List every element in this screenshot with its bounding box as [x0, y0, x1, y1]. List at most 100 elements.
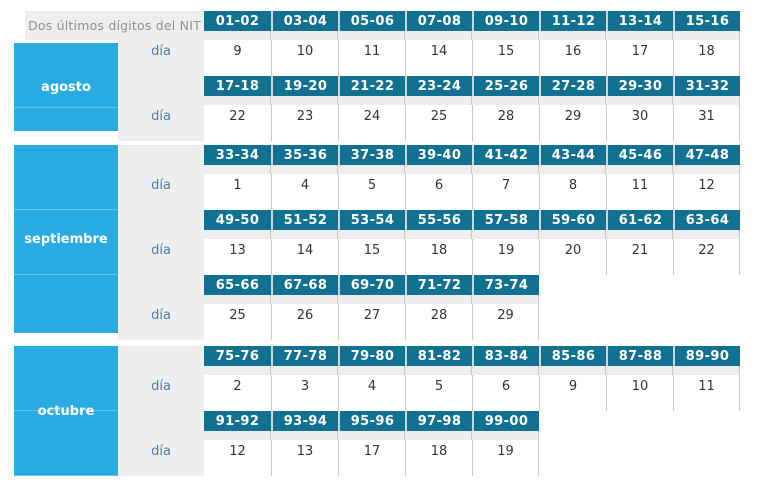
- day-value-cell: 19: [472, 440, 539, 476]
- nit-range-cell: 69-70: [338, 275, 405, 295]
- day-row-label: día: [151, 44, 171, 59]
- nit-range-cell: 57-58: [472, 210, 539, 230]
- row-divider: [204, 31, 740, 40]
- month-label: octubre: [37, 403, 95, 419]
- day-value-cell: 25: [405, 105, 472, 141]
- nit-range-cell: 05-06: [338, 11, 405, 31]
- day-value-cell: 3: [271, 375, 338, 411]
- day-row-label: día: [151, 308, 171, 323]
- day-value-cell: 15: [472, 40, 539, 76]
- nit-range-cell: 97-98: [405, 411, 472, 431]
- label-column-bg: [118, 145, 204, 340]
- nit-range-cell: 29-30: [606, 76, 673, 96]
- day-row-label: día: [151, 109, 171, 124]
- day-value-cell: 28: [472, 105, 539, 141]
- day-value-cell: 22: [204, 105, 271, 141]
- day-value-cell: 23: [271, 105, 338, 141]
- nit-range-cell: 59-60: [539, 210, 606, 230]
- nit-range-cell: 93-94: [271, 411, 338, 431]
- row-divider: [204, 96, 740, 105]
- day-value-cell: 30: [606, 105, 673, 141]
- day-value-cell: 15: [338, 239, 405, 275]
- nit-range-cell: 25-26: [472, 76, 539, 96]
- nit-range-cell: 87-88: [606, 346, 673, 366]
- day-value-cell: 4: [338, 375, 405, 411]
- day-value-cell: 29: [472, 304, 539, 340]
- day-value-cell: 12: [204, 440, 271, 476]
- nit-range-cell: 65-66: [204, 275, 271, 295]
- month-cell-octubre: octubre: [14, 346, 118, 476]
- row-divider: [204, 431, 539, 440]
- day-value-cell: 14: [405, 40, 472, 76]
- day-value-cell: 5: [405, 375, 472, 411]
- month-label: septiembre: [24, 231, 108, 247]
- day-row-label: día: [151, 243, 171, 258]
- day-value-cell: 2: [204, 375, 271, 411]
- row-divider: [204, 295, 539, 304]
- nit-range-cell: 99-00: [472, 411, 539, 431]
- nit-range-cell: 47-48: [673, 145, 740, 165]
- day-value-cell: 11: [673, 375, 740, 411]
- day-value-cell: 22: [673, 239, 740, 275]
- nit-range-cell: 49-50: [204, 210, 271, 230]
- month-section-septiembre: septiembre 33-34 35-36 37-38 39-40 41-42 43-44…: [14, 145, 769, 340]
- nit-range-cell: 31-32: [673, 76, 740, 96]
- day-row-label: día: [151, 379, 171, 394]
- month-section-agosto: Dos últimos dígitos del NIT agosto 01-02 03…: [14, 11, 769, 141]
- row-divider: [204, 165, 740, 174]
- nit-range-cell: 85-86: [539, 346, 606, 366]
- day-value-cell: 11: [338, 40, 405, 76]
- nit-range-cell: 73-74: [472, 275, 539, 295]
- day-value-cell: 25: [204, 304, 271, 340]
- day-row-label: día: [151, 178, 171, 193]
- day-value-cell: 16: [539, 40, 606, 76]
- nit-range-cell: 13-14: [606, 11, 673, 31]
- day-value-cell: 10: [271, 40, 338, 76]
- day-value-cell: 20: [539, 239, 606, 275]
- nit-range-cell: 03-04: [271, 11, 338, 31]
- day-value-cell: 17: [338, 440, 405, 476]
- label-column-bg: [118, 346, 204, 476]
- day-value-cell: 24: [338, 105, 405, 141]
- nit-range-cell: 37-38: [338, 145, 405, 165]
- nit-range-cell: 91-92: [204, 411, 271, 431]
- nit-range-cell: 09-10: [472, 11, 539, 31]
- day-value-cell: 18: [673, 40, 740, 76]
- day-value-cell: 18: [405, 239, 472, 275]
- day-value-cell: 12: [673, 174, 740, 210]
- nit-range-cell: 55-56: [405, 210, 472, 230]
- day-value-cell: 10: [606, 375, 673, 411]
- day-value-cell: 9: [539, 375, 606, 411]
- day-value-cell: 8: [539, 174, 606, 210]
- nit-range-cell: 51-52: [271, 210, 338, 230]
- day-value-cell: 21: [606, 239, 673, 275]
- nit-range-cell: 79-80: [338, 346, 405, 366]
- day-value-cell: 4: [271, 174, 338, 210]
- day-value-cell: 18: [405, 440, 472, 476]
- day-value-cell: 13: [204, 239, 271, 275]
- month-section-octubre: octubre 75-76 77-78 79-80 81-82 83-84 85-86 87-…: [14, 346, 769, 476]
- nit-range-cell: 11-12: [539, 11, 606, 31]
- day-value-cell: 14: [271, 239, 338, 275]
- day-value-cell: 26: [271, 304, 338, 340]
- nit-range-cell: 61-62: [606, 210, 673, 230]
- nit-range-cell: 07-08: [405, 11, 472, 31]
- nit-range-cell: 15-16: [673, 11, 740, 31]
- nit-range-cell: 81-82: [405, 346, 472, 366]
- nit-range-cell: 67-68: [271, 275, 338, 295]
- nit-range-cell: 35-36: [271, 145, 338, 165]
- day-value-cell: 6: [472, 375, 539, 411]
- nit-range-cell: 45-46: [606, 145, 673, 165]
- day-value-cell: 6: [405, 174, 472, 210]
- nit-range-cell: 43-44: [539, 145, 606, 165]
- nit-range-cell: 53-54: [338, 210, 405, 230]
- row-divider: [204, 366, 740, 375]
- nit-range-cell: 63-64: [673, 210, 740, 230]
- nit-range-cell: 41-42: [472, 145, 539, 165]
- nit-range-cell: 89-90: [673, 346, 740, 366]
- day-value-cell: 27: [338, 304, 405, 340]
- day-value-cell: 31: [673, 105, 740, 141]
- day-value-cell: 1: [204, 174, 271, 210]
